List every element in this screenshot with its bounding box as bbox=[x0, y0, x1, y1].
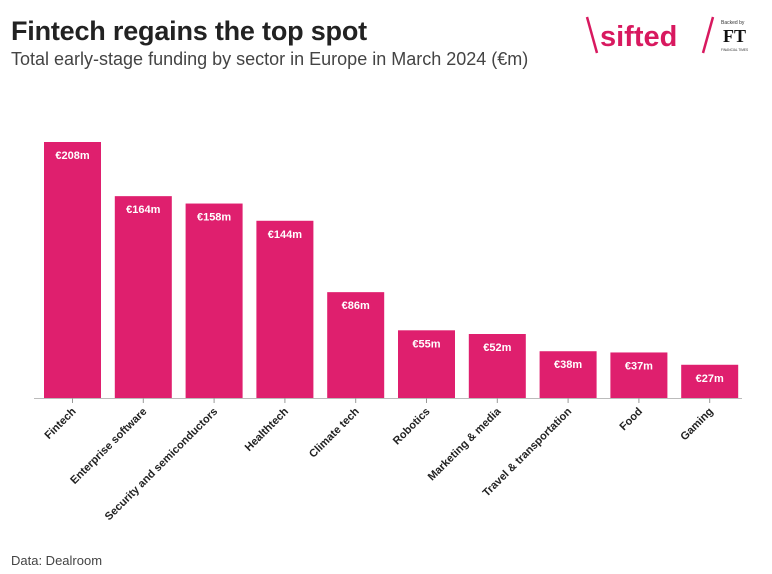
logo-ft-mark: FT bbox=[723, 26, 746, 46]
bar-value-label: €27m bbox=[696, 373, 724, 385]
x-tick-label: Security and semiconductors bbox=[103, 406, 220, 523]
x-tick-label: Healthtech bbox=[243, 405, 291, 453]
sifted-ft-logo: sifted Backed by FT FINANCIAL TIMES bbox=[585, 16, 748, 54]
bar-value-label: €208m bbox=[55, 150, 89, 162]
bar-value-label: €144m bbox=[268, 229, 302, 241]
bar-value-label: €38m bbox=[554, 359, 582, 371]
logo-ft-name: FINANCIAL TIMES bbox=[721, 48, 748, 52]
bar bbox=[327, 292, 385, 398]
logo-backed-by: Backed by bbox=[721, 20, 745, 26]
chart-subtitle: Total early-stage funding by sector in E… bbox=[11, 49, 529, 69]
bar bbox=[114, 196, 172, 398]
bar bbox=[256, 220, 314, 398]
x-tick-label: Robotics bbox=[391, 406, 433, 448]
bar-value-label: €52m bbox=[483, 342, 511, 354]
chart-title: Fintech regains the top spot bbox=[11, 16, 367, 46]
bar-chart: €208m Fintech €164m Enterprise software €158… bbox=[34, 142, 742, 523]
bar-value-label: €55m bbox=[412, 338, 440, 350]
bar-value-label: €164m bbox=[126, 204, 160, 216]
bar bbox=[398, 330, 455, 398]
bar-value-label: €158m bbox=[197, 212, 231, 224]
bar-value-label: €86m bbox=[342, 300, 370, 312]
x-tick-label: Food bbox=[618, 406, 645, 433]
logo-left-slash bbox=[585, 16, 599, 54]
logo-right-slash bbox=[701, 16, 715, 54]
x-tick-label: Gaming bbox=[678, 406, 715, 443]
logo-brand-text: sifted bbox=[600, 21, 677, 53]
data-source: Data: Dealroom bbox=[11, 553, 103, 568]
x-tick-label: Fintech bbox=[42, 405, 78, 441]
bar bbox=[539, 351, 597, 398]
bar bbox=[468, 334, 526, 398]
bar-value-label: €37m bbox=[625, 360, 653, 372]
x-tick-label: Climate tech bbox=[307, 405, 362, 460]
x-tick-label: Enterprise software bbox=[68, 406, 149, 487]
bar bbox=[44, 142, 101, 398]
bar bbox=[610, 352, 668, 398]
bar bbox=[681, 364, 739, 398]
bar bbox=[185, 203, 243, 398]
x-tick-label: Marketing & media bbox=[426, 405, 504, 483]
